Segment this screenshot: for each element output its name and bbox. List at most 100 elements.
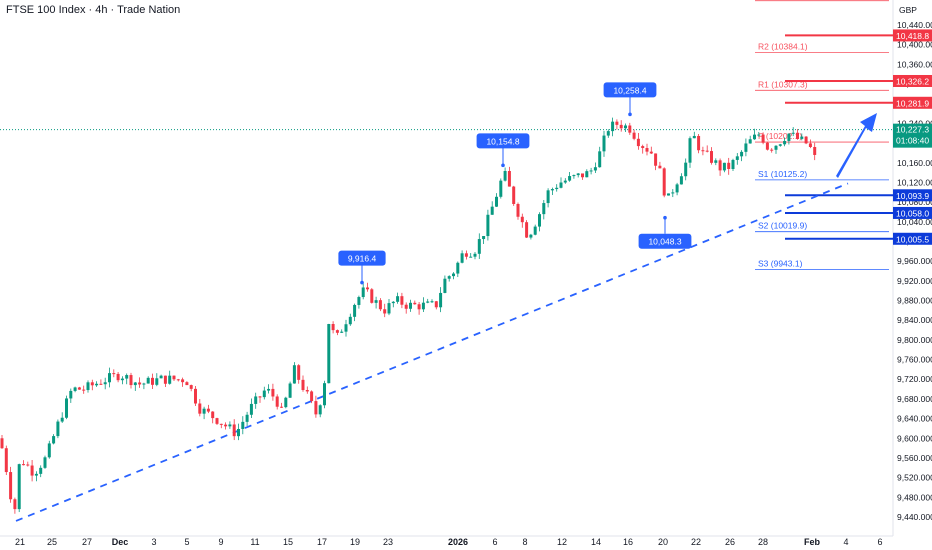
candle-body — [396, 296, 400, 302]
candle-body — [774, 145, 778, 150]
candle-body — [787, 133, 791, 141]
candle-body — [90, 382, 94, 386]
candle-body — [86, 382, 90, 391]
candle-body — [499, 180, 503, 197]
y-tick-label: 9,920.000 — [897, 276, 932, 286]
y-tick-label: 9,840.000 — [897, 315, 932, 325]
pivot-label: S1 (10125.2) — [758, 169, 807, 179]
x-tick-label: 6 — [877, 537, 882, 547]
annotation-box — [638, 233, 692, 249]
candle-body — [353, 304, 357, 317]
candle-body — [245, 414, 249, 422]
x-tick-label: 26 — [725, 537, 735, 547]
candle-body — [533, 226, 537, 235]
candle-body — [731, 159, 735, 169]
candle-body — [593, 167, 597, 171]
x-tick-label: 25 — [47, 537, 57, 547]
candle-body — [735, 156, 739, 160]
annotation-dot — [628, 112, 632, 117]
candle-body — [129, 375, 133, 386]
candle-body — [456, 262, 460, 274]
y-tick-label: 10,160.000 — [897, 158, 932, 168]
candle-body — [757, 134, 761, 136]
y-tick-label: 9,760.000 — [897, 355, 932, 365]
candle-body — [744, 143, 748, 152]
support-badge-bg — [893, 189, 932, 202]
candle-body — [185, 382, 189, 386]
candle-body — [202, 408, 206, 414]
candle-body — [47, 443, 51, 458]
candle-body — [60, 417, 64, 422]
candle-body — [65, 398, 68, 418]
candle-body — [529, 234, 533, 238]
candle-body — [198, 403, 202, 414]
candle-body — [99, 383, 103, 385]
y-tick-label: 10,400.000 — [897, 40, 932, 50]
annotation-box — [338, 250, 386, 266]
candle-body — [275, 396, 279, 407]
candle-body — [447, 276, 451, 279]
candle-body — [469, 256, 473, 258]
annotation-box — [476, 133, 530, 149]
candle-body — [39, 467, 43, 474]
candle-body — [679, 176, 683, 185]
candle-body — [624, 125, 627, 129]
candle-body — [439, 292, 443, 308]
candle-body — [26, 464, 30, 466]
candle-body — [258, 396, 262, 398]
x-tick-label: 3 — [151, 537, 156, 547]
candle-body — [13, 499, 17, 510]
resistance-badge-bg — [893, 29, 932, 42]
currency-label: GBP — [899, 5, 917, 15]
chart-title: FTSE 100 Index · 4h · Trade Nation — [6, 4, 181, 16]
y-tick-label: 10,240.000 — [897, 118, 932, 128]
candle-body — [409, 302, 412, 309]
candle-body — [310, 391, 314, 402]
candle-body — [168, 375, 172, 384]
y-tick-label: 9,640.000 — [897, 414, 932, 424]
support-badge: 10,093.9 — [896, 191, 929, 201]
candle-body — [77, 387, 81, 390]
candle-body — [17, 464, 21, 510]
candle-body — [82, 389, 86, 391]
candle-body — [280, 406, 283, 408]
x-tick-label: 22 — [691, 537, 701, 547]
candle-body — [804, 136, 808, 144]
candle-body — [697, 135, 701, 151]
candle-body — [344, 324, 348, 332]
candle-body — [563, 180, 567, 183]
candle-body — [727, 162, 731, 169]
candle-body — [770, 149, 774, 151]
y-tick-label: 10,120.000 — [897, 177, 932, 187]
candle-body — [512, 186, 516, 204]
resistance-badge-bg — [893, 96, 932, 109]
y-tick-label: 9,880.000 — [897, 296, 932, 306]
annotation-dot — [663, 215, 667, 220]
candle-body — [619, 124, 623, 129]
candle-body — [22, 464, 25, 466]
candle-body — [370, 289, 374, 303]
x-tick-label: 28 — [758, 537, 768, 547]
candle-body — [383, 309, 387, 314]
candle-body — [748, 139, 752, 144]
candle-body — [30, 465, 34, 476]
candle-body — [125, 375, 129, 379]
candle-body — [206, 408, 210, 412]
candle-body — [271, 388, 275, 397]
candle-body — [636, 138, 640, 147]
x-tick-label: 20 — [658, 537, 668, 547]
candle-body — [477, 239, 481, 254]
y-tick-label: 10,040.000 — [897, 217, 932, 227]
candle-body — [701, 150, 705, 152]
candle-body — [783, 140, 787, 145]
x-tick-label: 19 — [350, 537, 360, 547]
candle-body — [568, 176, 572, 181]
candle-body — [163, 375, 167, 384]
support-badge-bg — [893, 232, 932, 245]
y-tick-label: 9,600.000 — [897, 433, 932, 443]
candle-body — [327, 324, 331, 384]
candle-body — [791, 132, 795, 134]
candle-body — [581, 173, 584, 178]
annotation-dot — [501, 163, 505, 168]
